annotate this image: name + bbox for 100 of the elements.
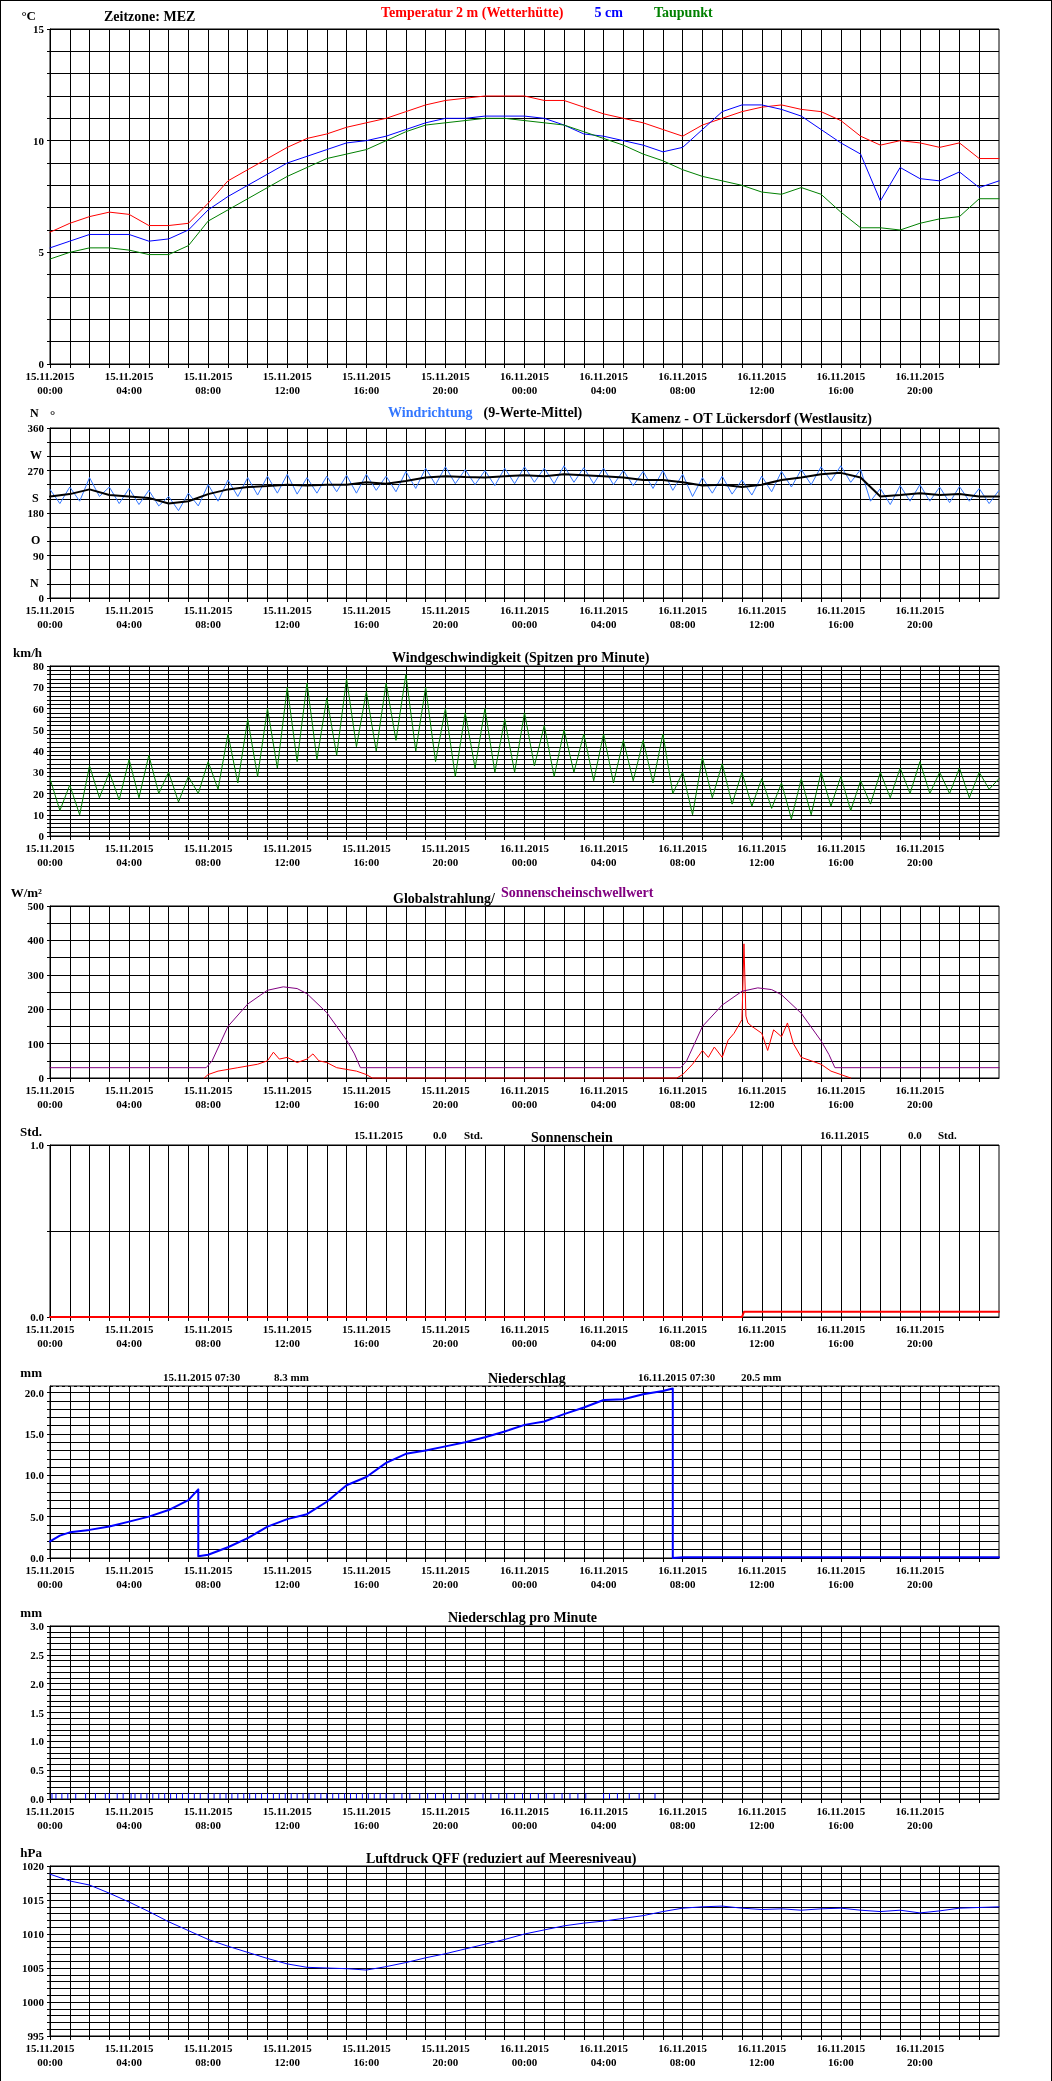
y-axis-title: Std. [19,1124,42,1139]
y-axis-title: ° [50,407,56,422]
y-tick-label: 40 [33,745,45,757]
text: S [32,491,39,505]
x-tick-label: 16.11.2015 08:00 [658,604,708,630]
x-tick-label: 15.11.2015 20:00 [420,1084,471,1110]
x-tick-label: 15.11.2015 00:00 [25,2042,75,2068]
y-tick-label: 360 [27,422,45,434]
line-series [49,986,1000,1069]
y-tick-label: 0.5 [30,1764,45,1777]
x-tick-label: 16.11.2015 04:00 [579,1805,629,1831]
x-tick-label: 16.11.2015 04:00 [579,2042,629,2068]
y-tick-label: 60 [33,702,45,715]
x-tick-label: 15.11.2015 00:00 [25,370,75,396]
x-tick-label: 15.11.2015 16:00 [341,1805,392,1831]
x-tick-label: 15.11.2015 16:00 [341,604,392,630]
y-tick-label: 1.0 [30,1139,45,1151]
y-tick-label: 180 [27,507,45,519]
x-tick-label: 16.11.2015 20:00 [895,1564,945,1590]
x-tick-label: 16.11.2015 16:00 [816,604,866,630]
x-tick-label: 15.11.2015 16:00 [341,842,392,868]
x-tick-label: 15.11.2015 00:00 [25,1084,75,1110]
x-tick-label: 15.11.2015 04:00 [104,1564,155,1590]
x-tick-label: 15.11.2015 04:00 [104,1323,155,1349]
x-tick-label: 15.11.2015 08:00 [183,1084,234,1110]
text: Zeitzone: MEZ [104,8,196,24]
y-tick-label: 0.0 [30,1552,45,1564]
line-series [49,674,1000,820]
x-tick-label: 16.11.2015 20:00 [895,842,945,868]
y-tick-label: 10 [33,808,45,821]
text: (9-Werte-Mittel) [483,404,583,421]
x-tick-label: 16.11.2015 00:00 [500,1564,550,1590]
y-tick-label: 0.0 [30,1793,45,1805]
x-tick-label: 16.11.2015 00:00 [500,1084,550,1110]
x-tick-label: 15.11.2015 00:00 [25,1564,75,1590]
x-tick-label: 15.11.2015 12:00 [262,1805,313,1831]
x-tick-label: 16.11.2015 08:00 [658,1323,708,1349]
chart-title: Kamenz - OT Lückersdorf (Westlausitz) [631,410,873,427]
x-tick-label: 16.11.2015 08:00 [658,1084,708,1110]
x-tick-label: 16.11.2015 04:00 [579,1323,629,1349]
y-tick-label: 200 [27,1003,45,1016]
y-tick-label: 0 [38,592,45,604]
text: O [31,533,41,547]
x-tick-label: 16.11.2015 16:00 [816,1564,866,1590]
line-series [49,1873,1000,1971]
x-tick-label: 15.11.2015 16:00 [341,1323,392,1349]
x-tick-label: 16.11.2015 20:00 [895,1323,945,1349]
x-tick-label: 15.11.2015 12:00 [262,604,313,630]
x-tick-label: 16.11.2015 20:00 [895,1084,945,1110]
y-tick-label: 500 [27,900,45,912]
x-tick-label: 15.11.2015 12:00 [262,1323,313,1349]
y-tick-label: 100 [27,1037,45,1050]
y-tick-label: 1.0 [30,1735,45,1748]
y-tick-label: 1000 [22,1996,45,2008]
y-tick-label: 1005 [22,1962,45,1974]
x-tick-label: 16.11.2015 04:00 [579,1564,629,1590]
y-tick-label: 70 [33,681,45,694]
x-tick-label: 15.11.2015 12:00 [262,842,313,868]
y-tick-label: 300 [27,968,45,981]
text: W [30,448,42,462]
x-tick-label: 16.11.2015 16:00 [816,370,866,396]
x-tick-label: 16.11.2015 08:00 [658,370,708,396]
y-tick-label: 3.0 [30,1620,45,1632]
x-tick-label: 15.11.2015 08:00 [183,1323,234,1349]
x-tick-label: 15.11.2015 12:00 [262,1564,313,1590]
y-axis-title: mm [20,1605,43,1620]
text: 16.11.2015 [820,1128,870,1141]
line-series [49,117,1000,260]
text: 15.11.2015 [354,1128,404,1141]
x-tick-label: 15.11.2015 04:00 [104,1805,155,1831]
y-tick-label: 0 [38,830,45,842]
x-tick-label: 16.11.2015 00:00 [500,842,550,868]
x-tick-label: 16.11.2015 16:00 [816,1323,866,1349]
y-tick-label: 2.0 [30,1677,45,1690]
x-tick-label: 16.11.2015 08:00 [658,2042,708,2068]
x-tick-label: 16.11.2015 08:00 [658,842,708,868]
x-tick-label: 15.11.2015 00:00 [25,604,75,630]
x-tick-label: 16.11.2015 12:00 [737,1084,787,1110]
x-tick-label: 16.11.2015 08:00 [658,1564,708,1590]
chart-title: Globalstrahlung/ [393,890,497,906]
x-tick-label: 16.11.2015 20:00 [895,2042,945,2068]
y-tick-label: 400 [27,934,45,947]
text: Std. [938,1128,957,1141]
x-tick-label: 16.11.2015 04:00 [579,1084,629,1110]
x-tick-label: 16.11.2015 00:00 [500,1323,550,1349]
y-axis-title: °C [21,8,36,23]
x-tick-label: 16.11.2015 04:00 [579,604,629,630]
x-tick-label: 15.11.2015 08:00 [183,842,234,868]
y-tick-label: 1010 [22,1928,45,1940]
x-tick-label: 15.11.2015 16:00 [341,370,392,396]
y-tick-label: 1020 [22,1860,45,1872]
text: N [30,576,39,590]
y-tick-label: 30 [33,766,45,779]
x-tick-label: 16.11.2015 12:00 [737,604,787,630]
y-axis-title: hPa [20,1845,43,1860]
y-tick-label: 5.0 [30,1510,45,1523]
x-tick-label: 16.11.2015 16:00 [816,842,866,868]
x-tick-label: 15.11.2015 12:00 [262,370,313,396]
x-tick-label: 15.11.2015 16:00 [341,2042,392,2068]
x-tick-label: 16.11.2015 12:00 [737,842,787,868]
